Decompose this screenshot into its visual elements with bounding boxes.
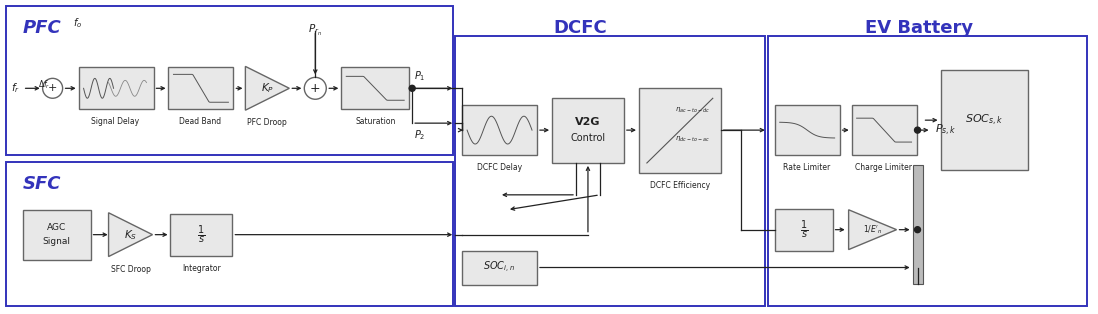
Text: PFC: PFC [23, 19, 61, 37]
Text: $P_{s,k}$: $P_{s,k}$ [934, 122, 956, 138]
Bar [462, 105, 537, 155]
Text: EV Battery: EV Battery [865, 19, 974, 37]
Bar [912, 165, 922, 284]
Text: $f_{r}$: $f_{r}$ [11, 81, 20, 95]
Polygon shape [245, 66, 290, 110]
Text: $\Delta f_r$: $\Delta f_r$ [38, 79, 51, 91]
Bar [5, 162, 453, 306]
Text: $K_P$: $K_P$ [261, 81, 273, 95]
Bar [170, 214, 233, 256]
Circle shape [915, 127, 920, 133]
Bar [5, 6, 453, 155]
Bar [941, 70, 1029, 170]
Text: Saturation: Saturation [355, 117, 395, 126]
Text: $\eta_{ac-to-dc}$: $\eta_{ac-to-dc}$ [675, 106, 709, 116]
Circle shape [915, 227, 920, 233]
Text: DCFC: DCFC [553, 19, 607, 37]
Text: PFC Droop: PFC Droop [247, 118, 288, 127]
Bar [639, 88, 720, 173]
Text: V2G: V2G [575, 117, 601, 127]
Circle shape [304, 77, 326, 99]
Text: $\eta_{dc-to-ac}$: $\eta_{dc-to-ac}$ [675, 135, 709, 144]
Bar [775, 209, 832, 251]
Bar [775, 105, 840, 155]
Text: $P_1$: $P_1$ [414, 69, 426, 83]
Bar [552, 98, 624, 163]
Text: $1/E'_n$: $1/E'_n$ [863, 224, 883, 236]
Text: $P_{r_n}$: $P_{r_n}$ [309, 23, 323, 38]
Text: Integrator: Integrator [182, 263, 221, 273]
Text: $K_S$: $K_S$ [124, 228, 137, 241]
Text: AGC: AGC [47, 223, 66, 232]
Bar [768, 35, 1087, 306]
Text: +: + [48, 83, 57, 93]
Bar [23, 210, 90, 260]
Text: Rate Limiter: Rate Limiter [783, 163, 830, 172]
Text: Signal: Signal [43, 237, 70, 246]
Text: DCFC Delay: DCFC Delay [477, 163, 522, 172]
Text: $\frac{1}{s}$: $\frac{1}{s}$ [799, 218, 808, 241]
Text: $P_2$: $P_2$ [414, 128, 426, 142]
Text: Charge Limiter: Charge Limiter [855, 163, 912, 172]
Circle shape [43, 78, 63, 98]
Bar [168, 68, 234, 109]
Text: Signal Delay: Signal Delay [91, 117, 139, 126]
Polygon shape [109, 213, 153, 257]
Bar [462, 251, 537, 285]
Text: SFC Droop: SFC Droop [111, 264, 150, 273]
Bar [341, 68, 410, 109]
Text: SFC: SFC [23, 175, 61, 193]
Text: DCFC Efficiency: DCFC Efficiency [650, 181, 710, 190]
Text: Control: Control [570, 133, 605, 143]
Text: Dead Band: Dead Band [179, 117, 222, 126]
Text: $\frac{1}{s}$: $\frac{1}{s}$ [198, 223, 205, 246]
Text: $SOC_{s,k}$: $SOC_{s,k}$ [965, 113, 1004, 128]
Bar [79, 68, 154, 109]
Text: $f_o$: $f_o$ [72, 17, 82, 30]
Circle shape [410, 85, 415, 91]
Text: +: + [310, 82, 321, 95]
Bar [455, 35, 764, 306]
Text: $SOC_{i,n}$: $SOC_{i,n}$ [483, 260, 515, 275]
Bar [852, 105, 917, 155]
Polygon shape [849, 210, 897, 250]
